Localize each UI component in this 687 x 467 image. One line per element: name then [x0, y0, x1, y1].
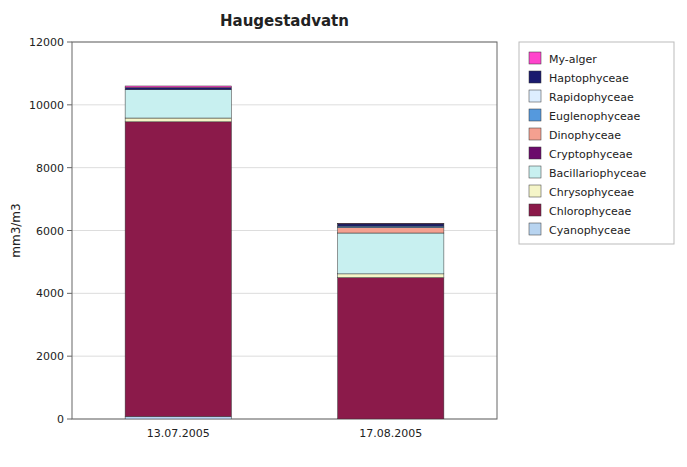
legend-label: Bacillariophyceae: [549, 167, 647, 180]
legend-swatch: [529, 223, 541, 235]
bar-segment: [125, 90, 231, 118]
bar-segment: [338, 274, 444, 278]
legend-swatch: [529, 128, 541, 140]
y-tick-label: 2000: [36, 350, 64, 363]
legend-label: Haptophyceae: [549, 72, 629, 85]
y-tick-label: 8000: [36, 162, 64, 175]
legend-swatch: [529, 71, 541, 83]
legend-swatch: [529, 90, 541, 102]
legend-swatch: [529, 185, 541, 197]
chart-container: Haugestadvatn 0 2000 4000 6000 8000 10000 12000…: [0, 0, 687, 467]
legend-label: Chrysophyceae: [549, 186, 634, 199]
legend-label: Euglenophyceae: [549, 110, 640, 123]
bar-segment: [338, 224, 444, 226]
legend-label: Cryptophyceae: [549, 148, 633, 161]
bar-segment: [125, 118, 231, 122]
y-axis-label: mm3/m3: [9, 203, 23, 257]
bar-segment: [125, 88, 231, 90]
bar-segment: [338, 223, 444, 225]
legend-swatch: [529, 204, 541, 216]
axes: 0 2000 4000 6000 8000 10000 12000 13.07.2005 17.…: [29, 36, 497, 440]
legend-box: [519, 42, 674, 244]
legend-swatch: [529, 166, 541, 178]
y-tick: [67, 356, 72, 357]
x-tick-label: 13.07.2005: [147, 427, 210, 440]
y-tick: [67, 104, 72, 105]
y-tick-label: 6000: [36, 225, 64, 238]
bar-segment: [338, 228, 444, 233]
bars: [125, 86, 444, 419]
bar-segment: [125, 416, 231, 419]
y-tick-label: 0: [57, 413, 64, 426]
grid: [72, 42, 497, 419]
x-tick-label: 17.08.2005: [359, 427, 422, 440]
y-tick: [67, 42, 72, 43]
chart: Haugestadvatn 0 2000 4000 6000 8000 10000 12000…: [0, 0, 687, 467]
bar-segment: [125, 122, 231, 417]
legend-label: Dinophyceae: [549, 129, 621, 142]
bar-segment: [338, 278, 444, 419]
legend-swatch: [529, 52, 541, 64]
y-tick: [67, 419, 72, 420]
legend-swatch: [529, 109, 541, 121]
y-tick: [67, 293, 72, 294]
legend: My-alger Haptophyceae Rapidophyceae Eugleno…: [519, 42, 674, 244]
bar-segment: [125, 86, 231, 88]
legend-label: Chlorophyceae: [549, 205, 631, 218]
y-tick: [67, 167, 72, 168]
bar-segment: [338, 233, 444, 274]
legend-label: Rapidophyceae: [549, 91, 634, 104]
y-tick-label: 12000: [29, 36, 64, 49]
title: Haugestadvatn: [220, 12, 349, 30]
legend-label: My-alger: [549, 53, 597, 66]
y-tick-label: 10000: [29, 99, 64, 112]
legend-swatch: [529, 147, 541, 159]
plot-frame: [72, 42, 497, 419]
y-tick-label: 4000: [36, 287, 64, 300]
legend-label: Cyanophyceae: [549, 224, 631, 237]
y-tick: [67, 230, 72, 231]
